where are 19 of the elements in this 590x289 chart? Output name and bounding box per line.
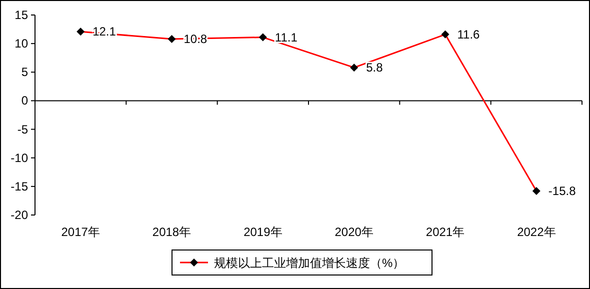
x-tick-label: 2021年 (426, 225, 465, 239)
data-label: 11.1 (274, 30, 298, 44)
y-tick-label: 10 (14, 36, 28, 51)
data-label: -15.8 (548, 184, 576, 198)
legend-label: 规模以上工业增加值增长速度（%） (214, 256, 405, 270)
x-tick-label: 2019年 (244, 225, 282, 239)
x-tick-label: 2020年 (334, 225, 374, 239)
x-tick-label: 2022年 (517, 225, 556, 239)
x-tick-label: 2018年 (152, 225, 192, 239)
data-label: 11.6 (457, 27, 480, 42)
y-tick-label: -5 (17, 122, 28, 136)
data-label: 5.8 (366, 60, 384, 75)
y-tick-label: -10 (10, 150, 28, 165)
y-tick-label: 15 (14, 8, 28, 22)
y-tick-label: -15 (10, 179, 28, 194)
y-tick-label: 5 (21, 65, 28, 80)
x-tick-label: 2017年 (61, 225, 100, 239)
y-tick-label: -20 (10, 208, 28, 222)
y-tick-label: 0 (21, 94, 28, 108)
